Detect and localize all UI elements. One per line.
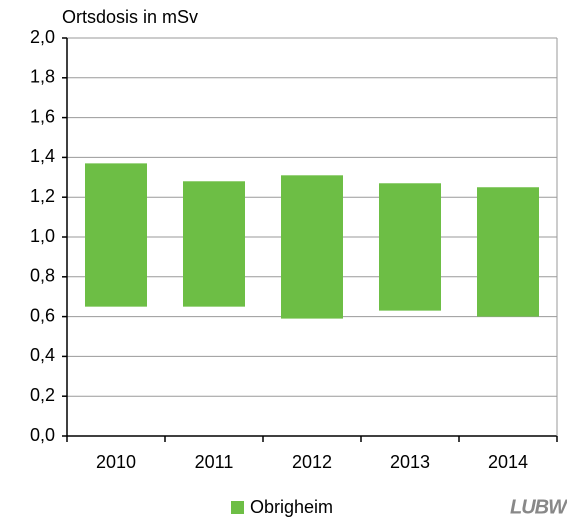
y-tick-label: 0,0: [30, 425, 55, 445]
legend-swatch: [231, 501, 244, 514]
bar: [281, 175, 343, 319]
x-tick-label: 2010: [96, 452, 136, 472]
bar: [379, 183, 441, 311]
y-tick-label: 2,0: [30, 27, 55, 47]
y-tick-label: 1,6: [30, 106, 55, 126]
x-tick-label: 2014: [488, 452, 528, 472]
bar: [183, 181, 245, 307]
bar: [85, 163, 147, 307]
y-tick-label: 0,8: [30, 266, 55, 286]
legend-label: Obrigheim: [250, 497, 333, 517]
y-tick-label: 1,8: [30, 67, 55, 87]
y-tick-label: 0,4: [30, 345, 55, 365]
x-tick-label: 2011: [195, 452, 234, 472]
logo: LUBW: [510, 496, 567, 518]
chart-title: Ortsdosis in mSv: [62, 7, 198, 27]
y-tick-label: 0,2: [30, 385, 55, 405]
y-tick-label: 1,4: [30, 146, 55, 166]
y-tick-label: 1,2: [30, 186, 55, 206]
x-tick-label: 2013: [390, 452, 430, 472]
bar: [477, 187, 539, 317]
y-tick-label: 1,0: [30, 226, 55, 246]
y-tick-label: 0,6: [30, 305, 55, 325]
x-tick-label: 2012: [292, 452, 332, 472]
